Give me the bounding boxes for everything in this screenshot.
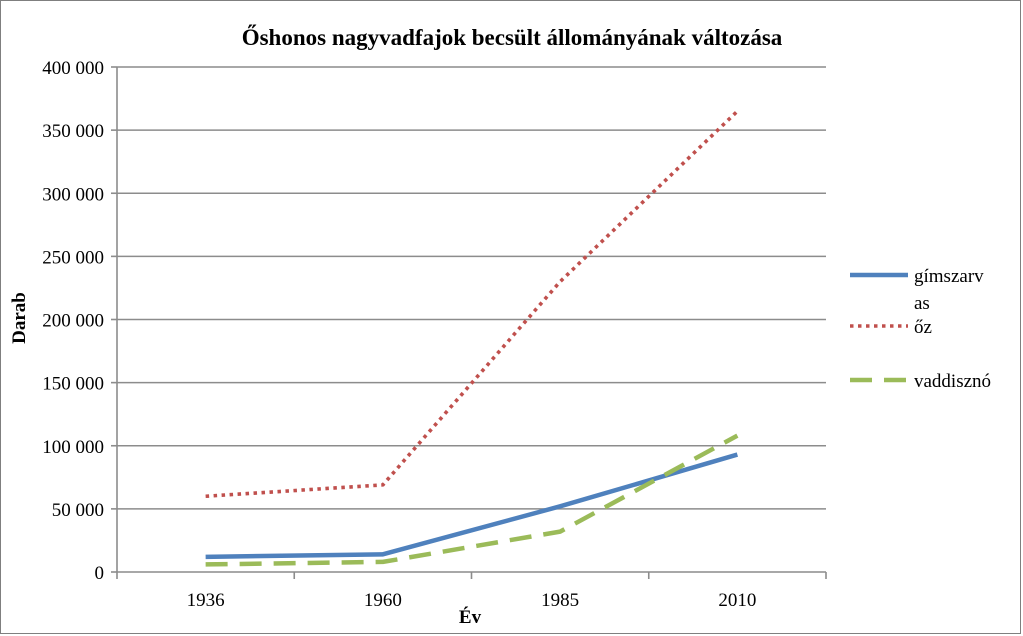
data-point — [737, 111, 738, 112]
y-tick-label: 250 000 — [42, 247, 104, 268]
y-tick-label: 150 000 — [42, 374, 104, 395]
legend-label: as — [914, 293, 930, 314]
data-point — [382, 554, 383, 555]
y-tick-label: 400 000 — [42, 58, 104, 79]
series-lines — [205, 109, 739, 567]
x-tick-label: 1936 — [187, 590, 225, 611]
y-tick-label: 100 000 — [42, 437, 104, 458]
series-line-1 — [205, 452, 739, 560]
y-tick-label: 300 000 — [42, 184, 104, 205]
y-tick-labels: 0 50 000 100 000 150 000 200 000 250 000 300 0… — [42, 58, 104, 584]
gridlines — [117, 66, 826, 510]
legend-label: vaddisznó — [914, 371, 991, 392]
y-tick-label: 50 000 — [52, 500, 104, 521]
x-axis-label: Év — [459, 606, 482, 628]
y-axis-label: Darab — [9, 292, 30, 344]
legend-label: őz — [914, 317, 932, 338]
y-tick-label: 0 — [95, 563, 105, 584]
data-point — [382, 484, 383, 485]
y-tick-label: 350 000 — [42, 121, 104, 142]
axes — [111, 66, 827, 579]
data-point — [382, 561, 383, 562]
data-point — [560, 531, 561, 532]
data-point — [205, 564, 206, 565]
data-point — [560, 281, 561, 282]
series-line-3 — [205, 433, 739, 567]
y-tick-label: 200 000 — [42, 311, 104, 332]
x-tick-labels: 1936 1960 1985 2010 — [187, 590, 757, 611]
data-point — [737, 435, 738, 436]
data-point — [560, 506, 561, 507]
data-point — [205, 496, 206, 497]
data-point — [737, 454, 738, 455]
x-tick-label: 2010 — [718, 590, 756, 611]
x-tick-label: 1985 — [541, 590, 579, 611]
data-point — [205, 556, 206, 557]
chart-title: Őshonos nagyvadfajok becsült állományána… — [242, 24, 783, 50]
legend-label: gímszarv — [914, 266, 984, 287]
x-tick-label: 1960 — [364, 590, 402, 611]
legend: gímszarv as őz vaddisznó — [850, 266, 991, 392]
series-line-2 — [205, 109, 739, 499]
